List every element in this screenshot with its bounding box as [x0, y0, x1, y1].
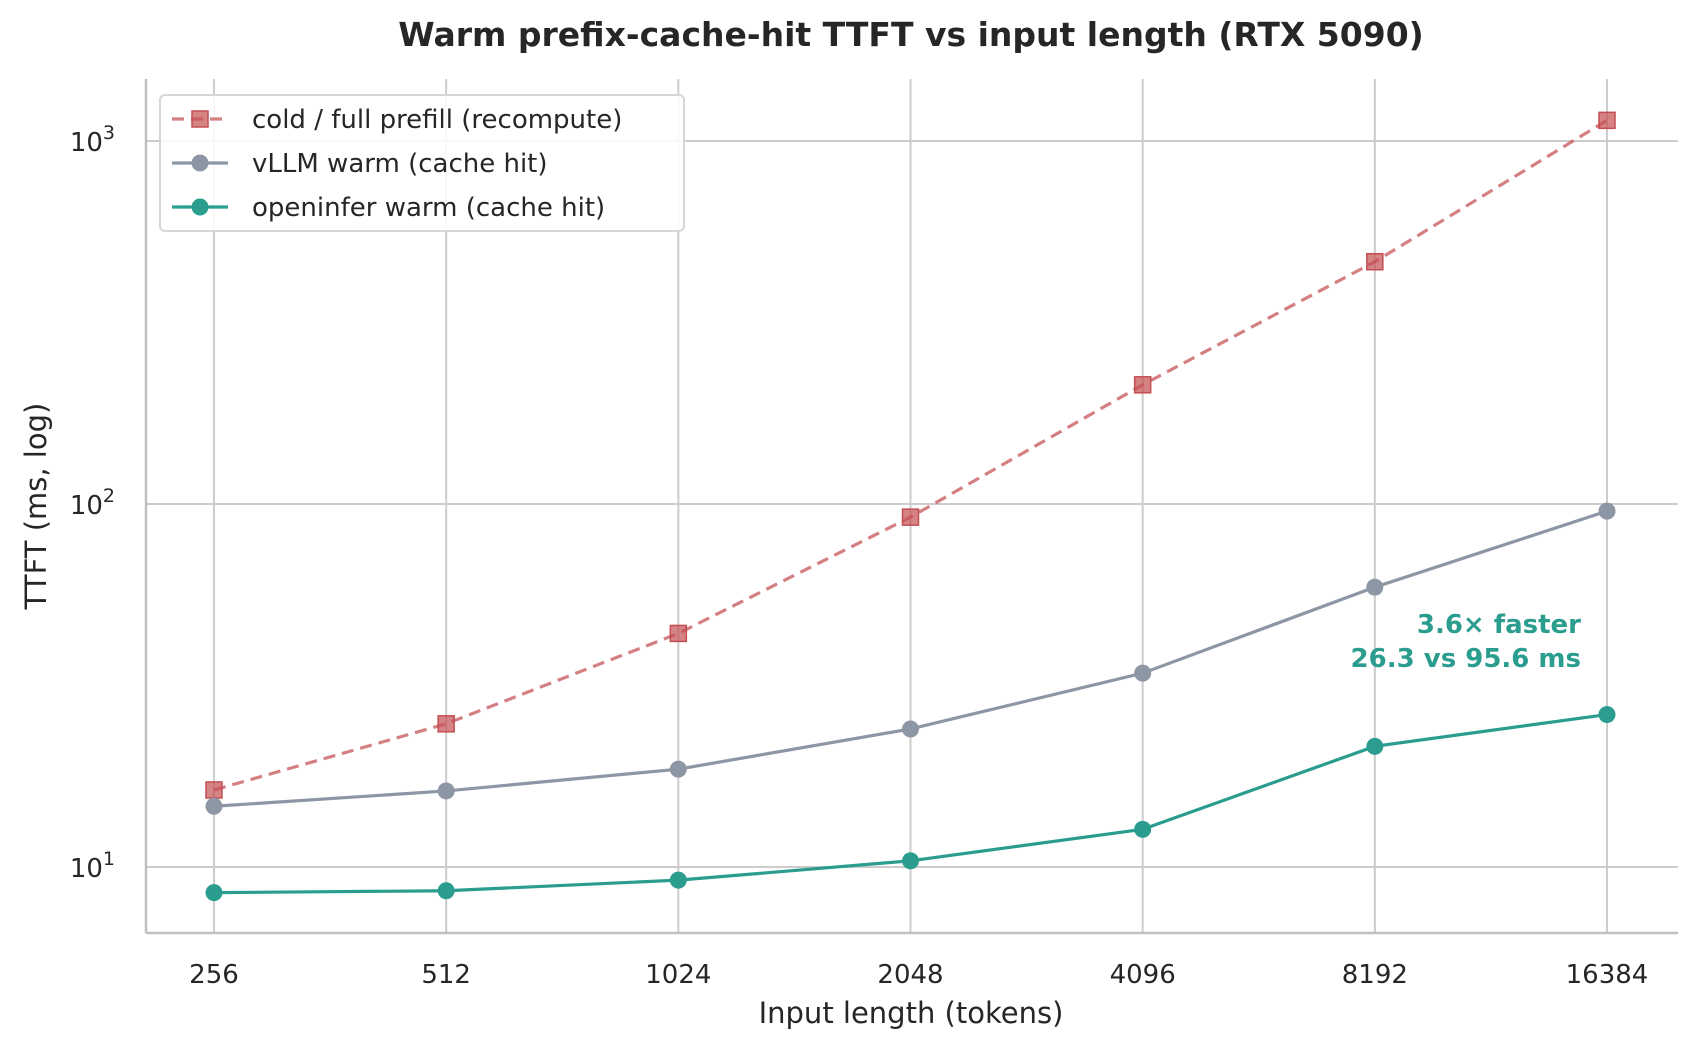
x-tick-label: 2048 [877, 960, 943, 990]
data-point [205, 797, 223, 815]
data-point [669, 760, 687, 778]
legend-item: vLLM warm (cache hit) [172, 149, 548, 179]
legend-item: cold / full prefill (recompute) [172, 105, 622, 135]
data-point [669, 624, 688, 643]
data-point [1366, 737, 1384, 755]
data-point [437, 715, 455, 733]
data-point [437, 882, 455, 900]
data-point [1598, 706, 1616, 724]
data-point [205, 884, 223, 902]
legend-marker [191, 198, 209, 216]
legend: cold / full prefill (recompute) vLLM warm… [159, 94, 685, 232]
x-tick-label: 256 [189, 960, 239, 990]
x-tick-label: 4096 [1110, 960, 1176, 990]
y-axis-label: TTFT (ms, log) [19, 403, 53, 611]
legend-label: openinfer warm (cache hit) [252, 193, 605, 223]
x-tick-label: 1024 [645, 960, 711, 990]
axes [144, 79, 1678, 935]
legend-box [159, 94, 685, 232]
series-1 [205, 502, 1616, 815]
data-point [1598, 502, 1616, 520]
data-point [1134, 820, 1152, 838]
y-tick-label: 101 [70, 848, 115, 884]
data-point [1134, 664, 1152, 682]
annotation-line: 26.3 vs 95.6 ms [1351, 644, 1581, 674]
data-point [205, 781, 223, 799]
series-layer [205, 111, 1616, 902]
legend-label: cold / full prefill (recompute) [252, 105, 622, 135]
data-point [1598, 111, 1616, 130]
series-0 [205, 111, 1616, 799]
y-tick-label: 103 [70, 122, 115, 158]
x-tick-label: 16384 [1566, 960, 1649, 990]
legend-marker [191, 110, 209, 128]
data-point [902, 852, 919, 870]
series-2 [205, 706, 1616, 902]
legend-label: vLLM warm (cache hit) [252, 149, 548, 179]
data-point [1366, 252, 1384, 271]
y-tick-label: 102 [70, 485, 115, 521]
legend-item: openinfer warm (cache hit) [172, 193, 605, 223]
legend-marker [191, 154, 209, 172]
tick-labels: 256 512 1024 2048 4096 8192 16384 101 102 103 [70, 122, 1649, 990]
data-point [1366, 578, 1384, 596]
data-point [669, 871, 687, 889]
x-tick-label: 8192 [1342, 960, 1408, 990]
x-axis-label: Input length (tokens) [759, 996, 1064, 1030]
chart-title: Warm prefix-cache-hit TTFT vs input leng… [398, 15, 1423, 54]
speedup-annotation: 3.6× faster 26.3 vs 95.6 ms [1351, 610, 1582, 674]
data-point [902, 720, 919, 738]
data-point [901, 508, 920, 526]
annotation-line: 3.6× faster [1417, 610, 1581, 640]
data-point [1133, 376, 1152, 394]
data-point [437, 782, 455, 800]
x-tick-label: 512 [421, 960, 471, 990]
